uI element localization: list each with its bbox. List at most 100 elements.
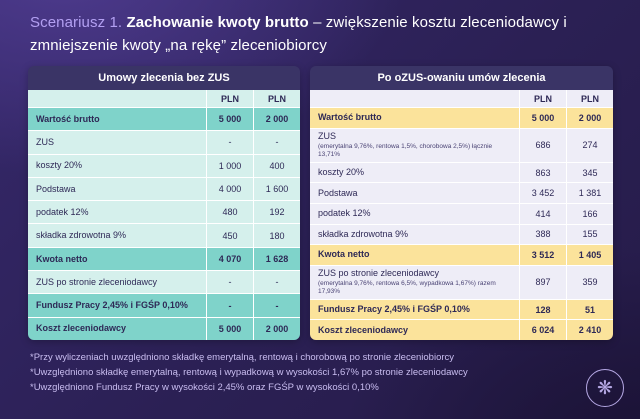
row-value: - — [206, 271, 253, 294]
flower-swirl-icon: ❋ — [597, 377, 613, 399]
table-po-ozusowaniu: Po oZUS-owaniu umów zlecenia PLN PLN Wartoś… — [310, 66, 613, 340]
row-label: Koszt zleceniodawcy — [36, 323, 127, 334]
row-label: Koszt zleceniodawcy — [318, 324, 409, 335]
table-row: Fundusz Pracy 2,45% i FGŚP 0,10% 128 51 — [310, 298, 613, 320]
row-value: 2 000 — [253, 108, 300, 131]
title-main: Zachowanie kwoty brutto — [126, 14, 309, 31]
table-row: koszty 20% 1 000 400 — [28, 153, 300, 177]
row-value: 345 — [566, 162, 613, 183]
row-label: koszty 20% — [36, 160, 83, 171]
table-title: Po oZUS-owaniu umów zlecenia — [310, 66, 613, 90]
table-row: Wartość brutto 5 000 2 000 — [310, 107, 613, 128]
column-header-pln: PLN — [253, 90, 300, 107]
row-value: 3 452 — [519, 183, 566, 203]
row-value: - — [253, 271, 300, 294]
row-value: 155 — [566, 224, 613, 245]
row-value: 1 628 — [253, 247, 300, 271]
row-value: - — [253, 294, 300, 317]
row-value: - — [253, 131, 300, 154]
column-header-empty — [310, 97, 519, 101]
row-value: 388 — [519, 224, 566, 245]
table-umowy-bez-zus: Umowy zlecenia bez ZUS PLN PLN Wartość brut… — [28, 66, 300, 340]
title-scenario-label: Scenariusz 1. — [30, 14, 123, 31]
table-row: Koszt zleceniodawcy 6 024 2 410 — [310, 319, 613, 340]
row-value: 1 405 — [566, 245, 613, 265]
row-value: 359 — [566, 265, 613, 299]
table-row: Fundusz Pracy 2,45% i FGŚP 0,10% - - — [28, 293, 300, 317]
row-value: 128 — [519, 299, 566, 320]
row-value: 897 — [519, 265, 566, 299]
row-label: ZUS — [36, 137, 54, 148]
row-value: - — [206, 294, 253, 317]
row-value: 863 — [519, 162, 566, 183]
column-header-pln: PLN — [206, 90, 253, 107]
brand-logo: ❋ — [586, 369, 624, 407]
row-label: Podstawa — [36, 183, 76, 194]
row-value: 274 — [566, 128, 613, 162]
table-row: Wartość brutto 5 000 2 000 — [28, 107, 300, 131]
footnote-3: *Uwzględniono Fundusz Pracy w wysokości … — [30, 382, 379, 394]
table-row: koszty 20% 863 345 — [310, 161, 613, 183]
table-column-headers: PLN PLN — [28, 90, 300, 107]
tables-container: Umowy zlecenia bez ZUS PLN PLN Wartość brut… — [28, 66, 613, 340]
table-row: podatek 12% 480 192 — [28, 200, 300, 224]
title-description: – zwiększenie kosztu zleceniodawcy i zmn… — [30, 14, 567, 54]
table-column-headers: PLN PLN — [310, 90, 613, 107]
row-label: podatek 12% — [318, 208, 371, 219]
row-value: 4 000 — [206, 177, 253, 201]
column-header-empty — [28, 97, 206, 101]
row-value: 180 — [253, 224, 300, 247]
row-value: 414 — [519, 203, 566, 224]
row-value: 51 — [566, 299, 613, 320]
row-value: 4 070 — [206, 247, 253, 271]
table-row: ZUS po stronie zleceniodawcy (emerytalna … — [310, 264, 613, 299]
table-row: składka zdrowotna 9% 388 155 — [310, 223, 613, 245]
row-value: 2 000 — [253, 317, 300, 340]
table-row: ZUS - - — [28, 130, 300, 154]
row-value: 192 — [253, 201, 300, 224]
row-label: Wartość brutto — [318, 112, 382, 123]
row-label: ZUS (emerytalna 9,76%, rentowa 1,5%, chor… — [310, 129, 519, 161]
row-label: składka zdrowotna 9% — [318, 228, 409, 239]
row-label: Wartość brutto — [36, 113, 100, 124]
footnotes: *Przy wyliczeniach uwzględniono składkę … — [30, 350, 468, 396]
table-row: podatek 12% 414 166 — [310, 202, 613, 224]
column-header-pln: PLN — [519, 90, 566, 107]
footnote-2: *Uwzględniono składkę emerytalną, rentow… — [30, 367, 468, 379]
table-title: Umowy zlecenia bez ZUS — [28, 66, 300, 90]
row-label: ZUS po stronie zleceniodawcy (emerytalna … — [310, 266, 519, 298]
row-value: 5 000 — [206, 317, 253, 340]
row-value: 1 600 — [253, 177, 300, 201]
row-sublabel: (emerytalna 9,76%, rentowa 1,5%, chorobo… — [318, 142, 493, 159]
table-row: Podstawa 3 452 1 381 — [310, 182, 613, 203]
column-header-pln: PLN — [566, 90, 613, 107]
table-row: składka zdrowotna 9% 450 180 — [28, 223, 300, 247]
footnote-1: *Przy wyliczeniach uwzględniono składkę … — [30, 352, 455, 363]
row-label: podatek 12% — [36, 206, 89, 217]
row-value: 480 — [206, 201, 253, 224]
row-label: składka zdrowotna 9% — [36, 230, 127, 241]
table-row: ZUS (emerytalna 9,76%, rentowa 1,5%, chor… — [310, 127, 613, 162]
row-value: - — [206, 131, 253, 154]
page-title: Scenariusz 1. Zachowanie kwoty brutto – … — [30, 12, 578, 57]
row-value: 6 024 — [519, 320, 566, 340]
row-value: 686 — [519, 128, 566, 162]
table-row: Kwota netto 3 512 1 405 — [310, 244, 613, 265]
row-value: 166 — [566, 203, 613, 224]
row-sublabel: (emerytalna 9,76%, rentowa 6,5%, wypadko… — [318, 280, 496, 296]
row-value: 1 000 — [206, 154, 253, 177]
table-row: Koszt zleceniodawcy 5 000 2 000 — [28, 316, 300, 340]
row-label: Kwota netto — [36, 253, 88, 264]
row-label: Fundusz Pracy 2,45% i FGŚP 0,10% — [36, 300, 188, 311]
row-value: 5 000 — [206, 108, 253, 131]
table-row: ZUS po stronie zleceniodawcy - - — [28, 270, 300, 294]
row-label: koszty 20% — [318, 167, 365, 178]
row-value: 5 000 — [519, 108, 566, 128]
row-value: 1 381 — [566, 183, 613, 203]
row-label: Podstawa — [318, 187, 358, 198]
row-label: Kwota netto — [318, 249, 370, 260]
table-row: Kwota netto 4 070 1 628 — [28, 246, 300, 271]
row-label: ZUS po stronie zleceniodawcy — [36, 276, 158, 287]
row-value: 2 410 — [566, 320, 613, 340]
row-label: Fundusz Pracy 2,45% i FGŚP 0,10% — [318, 304, 470, 315]
